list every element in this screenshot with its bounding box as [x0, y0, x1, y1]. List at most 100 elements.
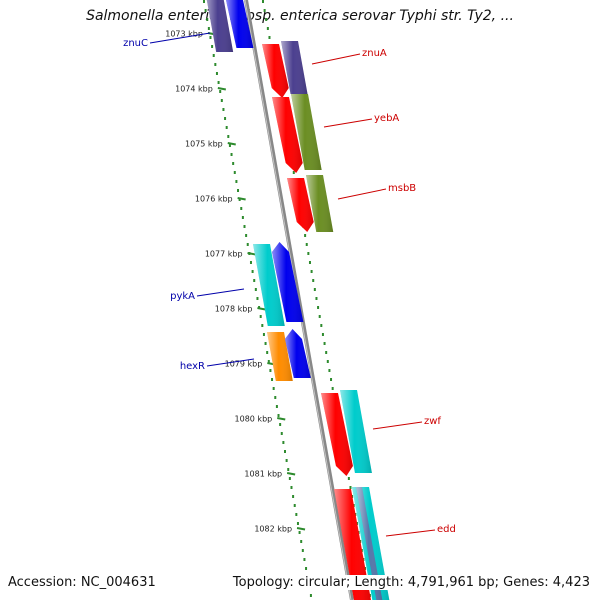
gene-label-pykA: pykA [170, 291, 195, 302]
topology-text: Topology: circular; Length: 4,791,961 bp… [230, 575, 590, 590]
ruler-dot [227, 135, 230, 138]
ruler-dot [220, 99, 223, 102]
ruler-label: 1073 kbp [165, 30, 203, 39]
ruler-dot [271, 378, 274, 381]
ruler-tick [217, 87, 227, 91]
ruler-dot [287, 468, 290, 471]
gene-arrow-shade [285, 329, 311, 378]
ruler-dot [243, 225, 246, 228]
ruler-dot [284, 450, 286, 453]
ruler-dot [240, 207, 243, 210]
ruler-dot [266, 351, 269, 354]
gene-arrow-shade [253, 244, 285, 326]
ruler-dot [330, 378, 333, 381]
ruler-tick [257, 307, 266, 311]
gene-arrow-shade [262, 44, 289, 98]
gene-arrow-shade [321, 393, 353, 476]
ruler-dot [305, 243, 308, 246]
ruler-dot [315, 297, 318, 300]
ruler-label: 1076 kbp [195, 195, 233, 204]
ruler-label: 1082 kbp [254, 525, 292, 534]
ruler-dot [222, 108, 225, 111]
ruler-dot [274, 396, 277, 399]
ruler-dot [256, 297, 259, 300]
gene-label-msbB: msbB [388, 183, 416, 194]
gene-arrow-shade [281, 41, 308, 94]
gene-arrow-shade [340, 390, 372, 473]
ruler-label: 1077 kbp [205, 250, 243, 259]
ruler-label: 1079 kbp [225, 360, 263, 369]
backbone-line [244, 0, 354, 600]
ruler-dot [245, 234, 248, 237]
gene-label-zwf: zwf [424, 416, 441, 427]
ruler-dot [328, 369, 331, 372]
gene-arrow-shade [226, 0, 254, 48]
gene-arrow-shade [272, 242, 304, 322]
gene-arrow-shade [291, 94, 322, 170]
gene-labels: znuC znuA yebA msbB pykA hexR zwf edd [123, 32, 456, 537]
ruler-dot [237, 189, 240, 192]
ruler-dot [293, 504, 296, 507]
ruler-dot [263, 9, 266, 12]
ruler-dot [292, 495, 295, 498]
ruler-dot [204, 9, 207, 12]
ruler-dot [307, 252, 310, 255]
gene-arrow-shade [356, 487, 383, 600]
gene-arrow-shade [267, 332, 293, 381]
gene-label-hexR: hexR [180, 361, 205, 372]
ruler-dot [238, 198, 241, 201]
ruler-dot [259, 315, 262, 318]
ruler-dot [275, 405, 278, 408]
gene-arrow-shade [306, 175, 334, 232]
ruler-dot [309, 594, 312, 597]
ruler-dot [251, 270, 254, 273]
ruler-dot [233, 171, 236, 174]
ruler-dot [280, 432, 283, 435]
ruler-dot [212, 54, 215, 57]
ruler-dot [312, 279, 315, 282]
leader-line [196, 288, 245, 297]
ruler-dot [269, 369, 272, 372]
ruler-dot [249, 261, 252, 264]
ruler-dot [214, 63, 217, 66]
ruler-dot [290, 486, 293, 489]
ruler-dot [206, 18, 209, 21]
ruler-dot [303, 558, 306, 561]
ruler-dot [279, 423, 282, 426]
ruler-dot [323, 342, 326, 345]
ruler-dot [224, 117, 227, 120]
ruler-dot [262, 333, 265, 336]
ruler-dot [318, 315, 321, 318]
ruler-dot [325, 351, 328, 354]
ruler-dot [232, 162, 235, 165]
leader-line [385, 529, 436, 537]
ruler-dot [261, 324, 264, 327]
ruler-dot [310, 270, 313, 273]
ruler-label: 1078 kbp [215, 305, 253, 314]
ruler-dot [321, 333, 324, 336]
ruler-dot [300, 540, 303, 543]
ruler-dot [296, 522, 299, 525]
leader-line [206, 358, 255, 367]
ruler-label: 1081 kbp [244, 470, 282, 479]
ruler-label: 1074 kbp [175, 85, 213, 94]
ruler-dot [209, 36, 212, 39]
ruler-dot [235, 180, 238, 183]
ruler-dot [254, 288, 257, 291]
ruler-dot [277, 414, 280, 417]
leader-line [337, 188, 387, 200]
gene-label-edd: edd [437, 524, 456, 535]
leader-line [323, 118, 373, 128]
ruler-tick [286, 472, 296, 476]
ruler-label: 1080 kbp [235, 415, 273, 424]
ruler-label: 1075 kbp [185, 140, 223, 149]
gene-arrow-shade [334, 489, 371, 600]
ruler-tick [296, 527, 306, 531]
gene-arrow-shade [272, 97, 303, 173]
ruler-dot [292, 171, 295, 174]
ruler-dot [288, 477, 291, 480]
ruler-dot [268, 36, 271, 39]
ruler-dot [326, 360, 329, 363]
ruler-dot [241, 216, 244, 219]
ruler-tick [227, 142, 236, 146]
